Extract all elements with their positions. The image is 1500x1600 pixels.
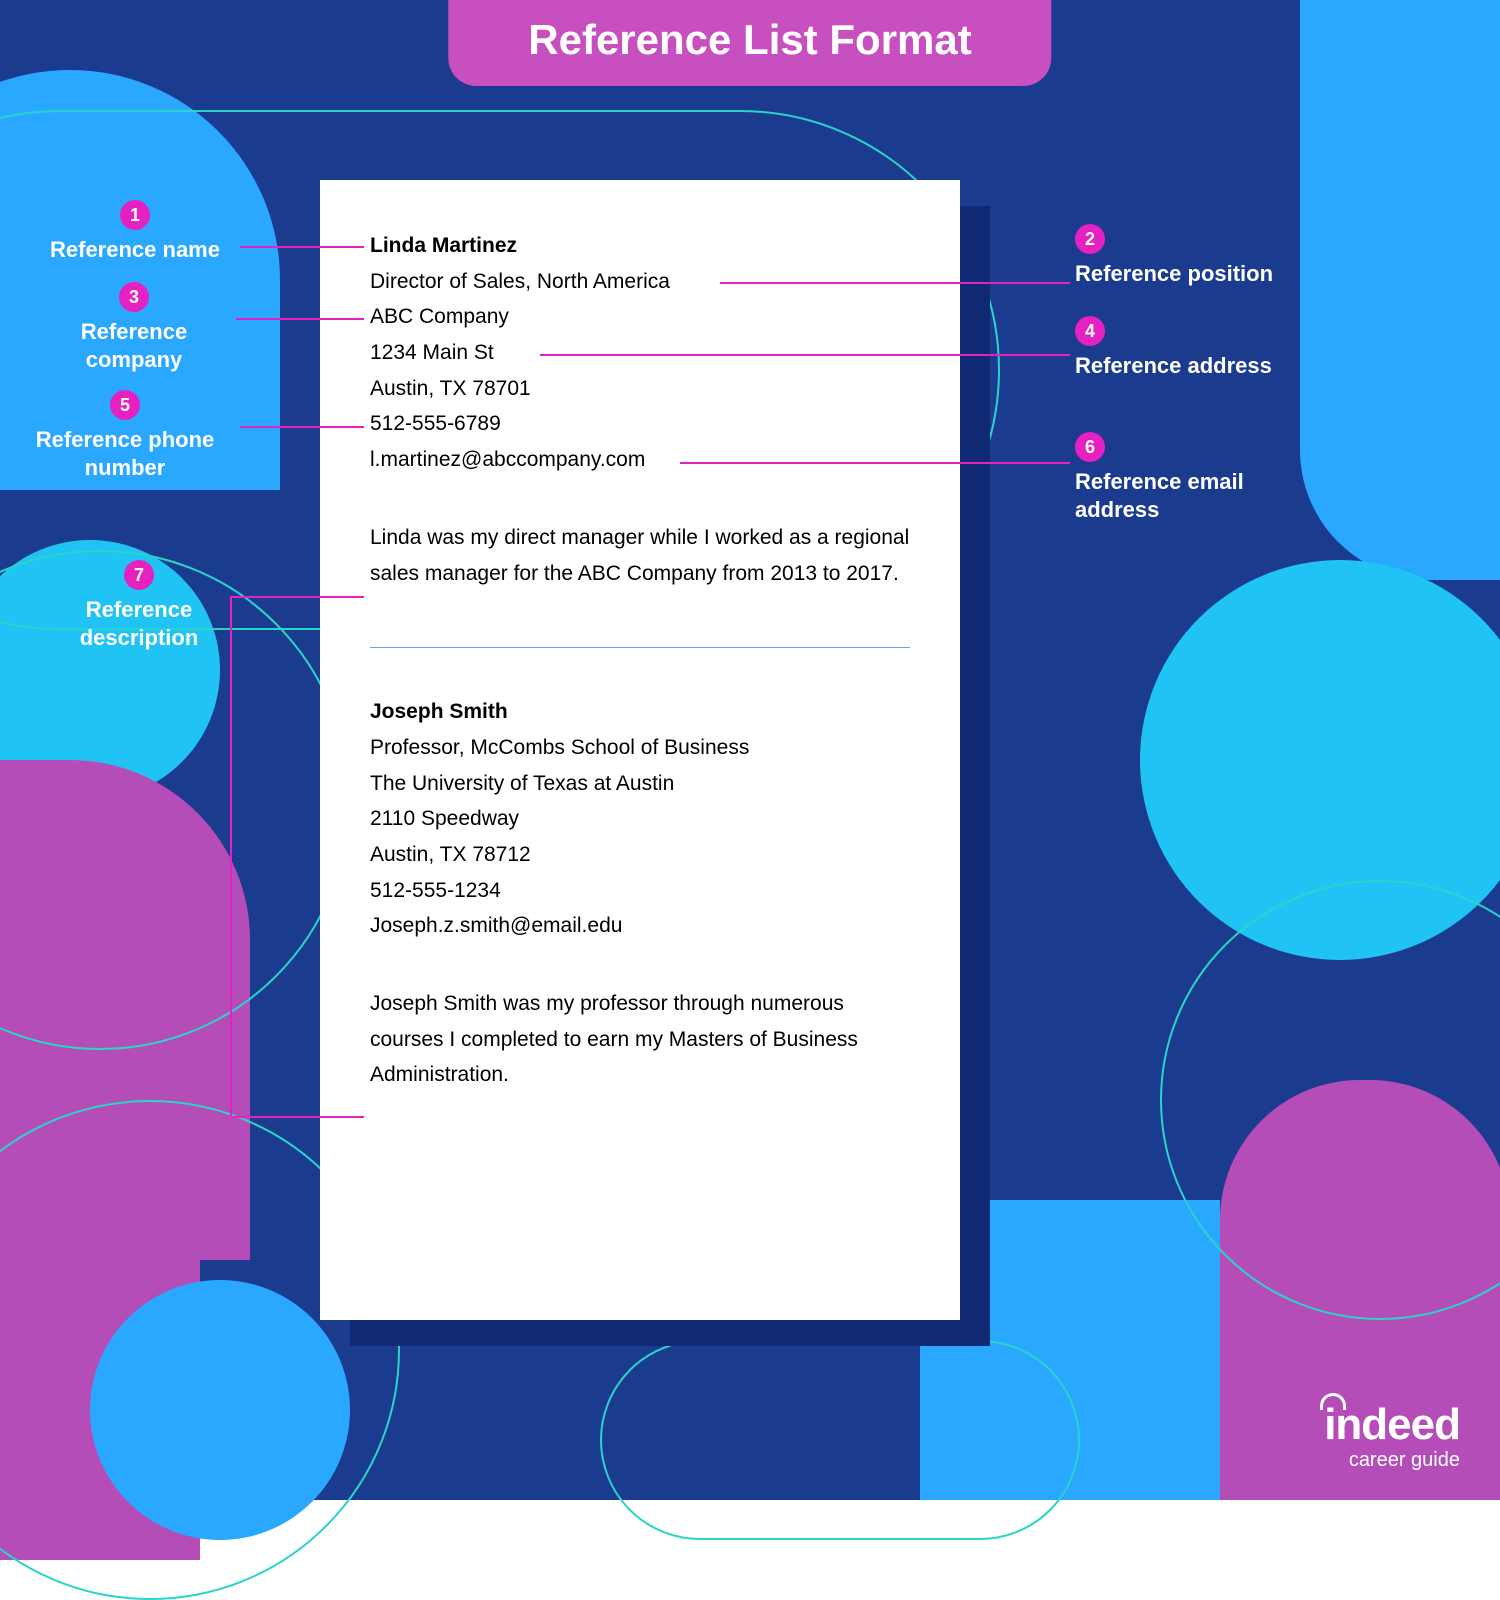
callout-ref-name: 1 Reference name bbox=[30, 200, 240, 264]
callout-ref-address: 4 Reference address bbox=[1075, 316, 1272, 380]
divider bbox=[370, 647, 910, 648]
callout-label: Reference phone number bbox=[10, 426, 240, 481]
callout-ref-position: 2 Reference position bbox=[1075, 224, 1273, 288]
ref-name: Joseph Smith bbox=[370, 694, 910, 730]
badge-icon: 5 bbox=[110, 390, 140, 420]
ref-name: Linda Martinez bbox=[370, 228, 910, 264]
ref-phone: 512-555-1234 bbox=[370, 873, 910, 909]
ref-description: Linda was my direct manager while I work… bbox=[370, 520, 910, 591]
connector-line bbox=[720, 282, 1070, 284]
callout-label: Reference address bbox=[1075, 352, 1272, 380]
connector-line bbox=[240, 426, 364, 428]
badge-icon: 7 bbox=[124, 560, 154, 590]
ref-company: ABC Company bbox=[370, 299, 910, 335]
brand-sub: career guide bbox=[1324, 1449, 1460, 1472]
brand-name: ndeed bbox=[1335, 1400, 1460, 1449]
ref-street: 1234 Main St bbox=[370, 335, 910, 371]
ref-position: Professor, McCombs School of Business bbox=[370, 730, 910, 766]
connector-line bbox=[240, 246, 364, 248]
ref-description: Joseph Smith was my professor through nu… bbox=[370, 986, 910, 1093]
callout-label: Reference description bbox=[54, 596, 224, 651]
bg-line bbox=[600, 1340, 1080, 1540]
connector-line bbox=[540, 354, 1070, 356]
connector-line bbox=[230, 596, 364, 598]
ref-city: Austin, TX 78712 bbox=[370, 837, 910, 873]
brand-footer: indeed career guide bbox=[1324, 1403, 1460, 1472]
ref-company: The University of Texas at Austin bbox=[370, 766, 910, 802]
reference-document: Linda Martinez Director of Sales, North … bbox=[320, 180, 960, 1320]
badge-icon: 2 bbox=[1075, 224, 1105, 254]
callout-ref-description: 7 Reference description bbox=[54, 560, 224, 651]
badge-icon: 1 bbox=[120, 200, 150, 230]
callout-label: Reference name bbox=[30, 236, 240, 264]
ref-email: l.martinez@abccompany.com bbox=[370, 442, 910, 478]
callout-ref-phone: 5 Reference phone number bbox=[10, 390, 240, 481]
connector-line bbox=[230, 596, 232, 1116]
bg-shape bbox=[1300, 0, 1500, 580]
connector-line bbox=[236, 318, 364, 320]
connector-line bbox=[230, 1116, 364, 1118]
callout-ref-email: 6 Reference email address bbox=[1075, 432, 1315, 523]
callout-ref-company: 3 Reference company bbox=[34, 282, 234, 373]
badge-icon: 3 bbox=[119, 282, 149, 312]
connector-line bbox=[680, 462, 1070, 464]
badge-icon: 6 bbox=[1075, 432, 1105, 462]
ref-phone: 512-555-6789 bbox=[370, 406, 910, 442]
badge-icon: 4 bbox=[1075, 316, 1105, 346]
ref-street: 2110 Speedway bbox=[370, 801, 910, 837]
infographic-canvas: Reference List Format Linda Martinez Dir… bbox=[0, 0, 1500, 1500]
ref-email: Joseph.z.smith@email.edu bbox=[370, 908, 910, 944]
page-title: Reference List Format bbox=[528, 16, 971, 63]
callout-label: Reference email address bbox=[1075, 468, 1315, 523]
title-banner: Reference List Format bbox=[448, 0, 1051, 86]
brand-logo: indeed bbox=[1324, 1403, 1460, 1447]
ref-city: Austin, TX 78701 bbox=[370, 371, 910, 407]
callout-label: Reference position bbox=[1075, 260, 1273, 288]
callout-label: Reference company bbox=[34, 318, 234, 373]
